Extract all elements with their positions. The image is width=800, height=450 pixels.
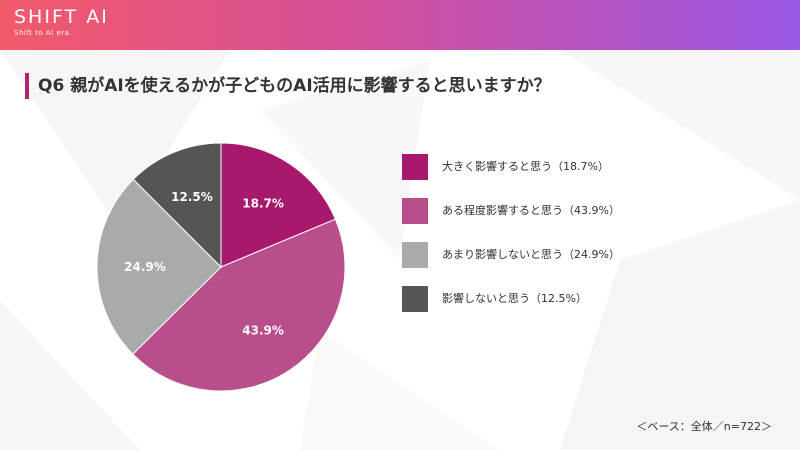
legend-item-0: 大きく影響すると思う（18.7%）	[402, 154, 702, 180]
legend-label-2: あまり影響しないと思う（24.9%）	[442, 248, 620, 261]
pie-data-label-0: 18.7%	[242, 197, 284, 211]
legend-swatch-2	[402, 242, 428, 268]
legend-swatch-0	[402, 154, 428, 180]
pie-data-label-2: 24.9%	[124, 260, 166, 274]
pie-chart: 18.7% 43.9% 24.9% 12.5%	[96, 142, 346, 392]
header-bar: SHIFT AI Shift to AI era.	[0, 0, 800, 50]
legend-label-3: 影響しないと思う（12.5%）	[442, 292, 587, 305]
legend-item-3: 影響しないと思う（12.5%）	[402, 286, 702, 312]
logo-text: SHIFT AI	[14, 6, 109, 28]
pie-data-label-3: 12.5%	[171, 190, 213, 204]
pie-data-label-1: 43.9%	[242, 323, 284, 337]
legend-item-1: ある程度影響すると思う（43.9%）	[402, 198, 702, 224]
pie-slice-0	[220, 142, 337, 268]
legend-swatch-3	[402, 286, 428, 312]
pie-slice-3	[132, 142, 222, 269]
logo: SHIFT AI Shift to AI era.	[14, 6, 109, 37]
logo-tagline: Shift to AI era.	[14, 29, 73, 37]
legend-item-2: あまり影響しないと思う（24.9%）	[402, 242, 702, 268]
sample-base-note: ＜ベース：全体／n=722＞	[636, 420, 772, 433]
pie-slice-1	[132, 218, 346, 392]
legend-label-1: ある程度影響すると思う（43.9%）	[442, 204, 620, 217]
legend-label-0: 大きく影響すると思う（18.7%）	[442, 160, 609, 173]
pie-slice-2	[96, 178, 222, 355]
title-accent-bar	[25, 73, 29, 99]
legend-swatch-1	[402, 198, 428, 224]
page-title: Q6 親がAIを使えるかが子どものAI活用に影響すると思いますか？	[38, 76, 551, 96]
